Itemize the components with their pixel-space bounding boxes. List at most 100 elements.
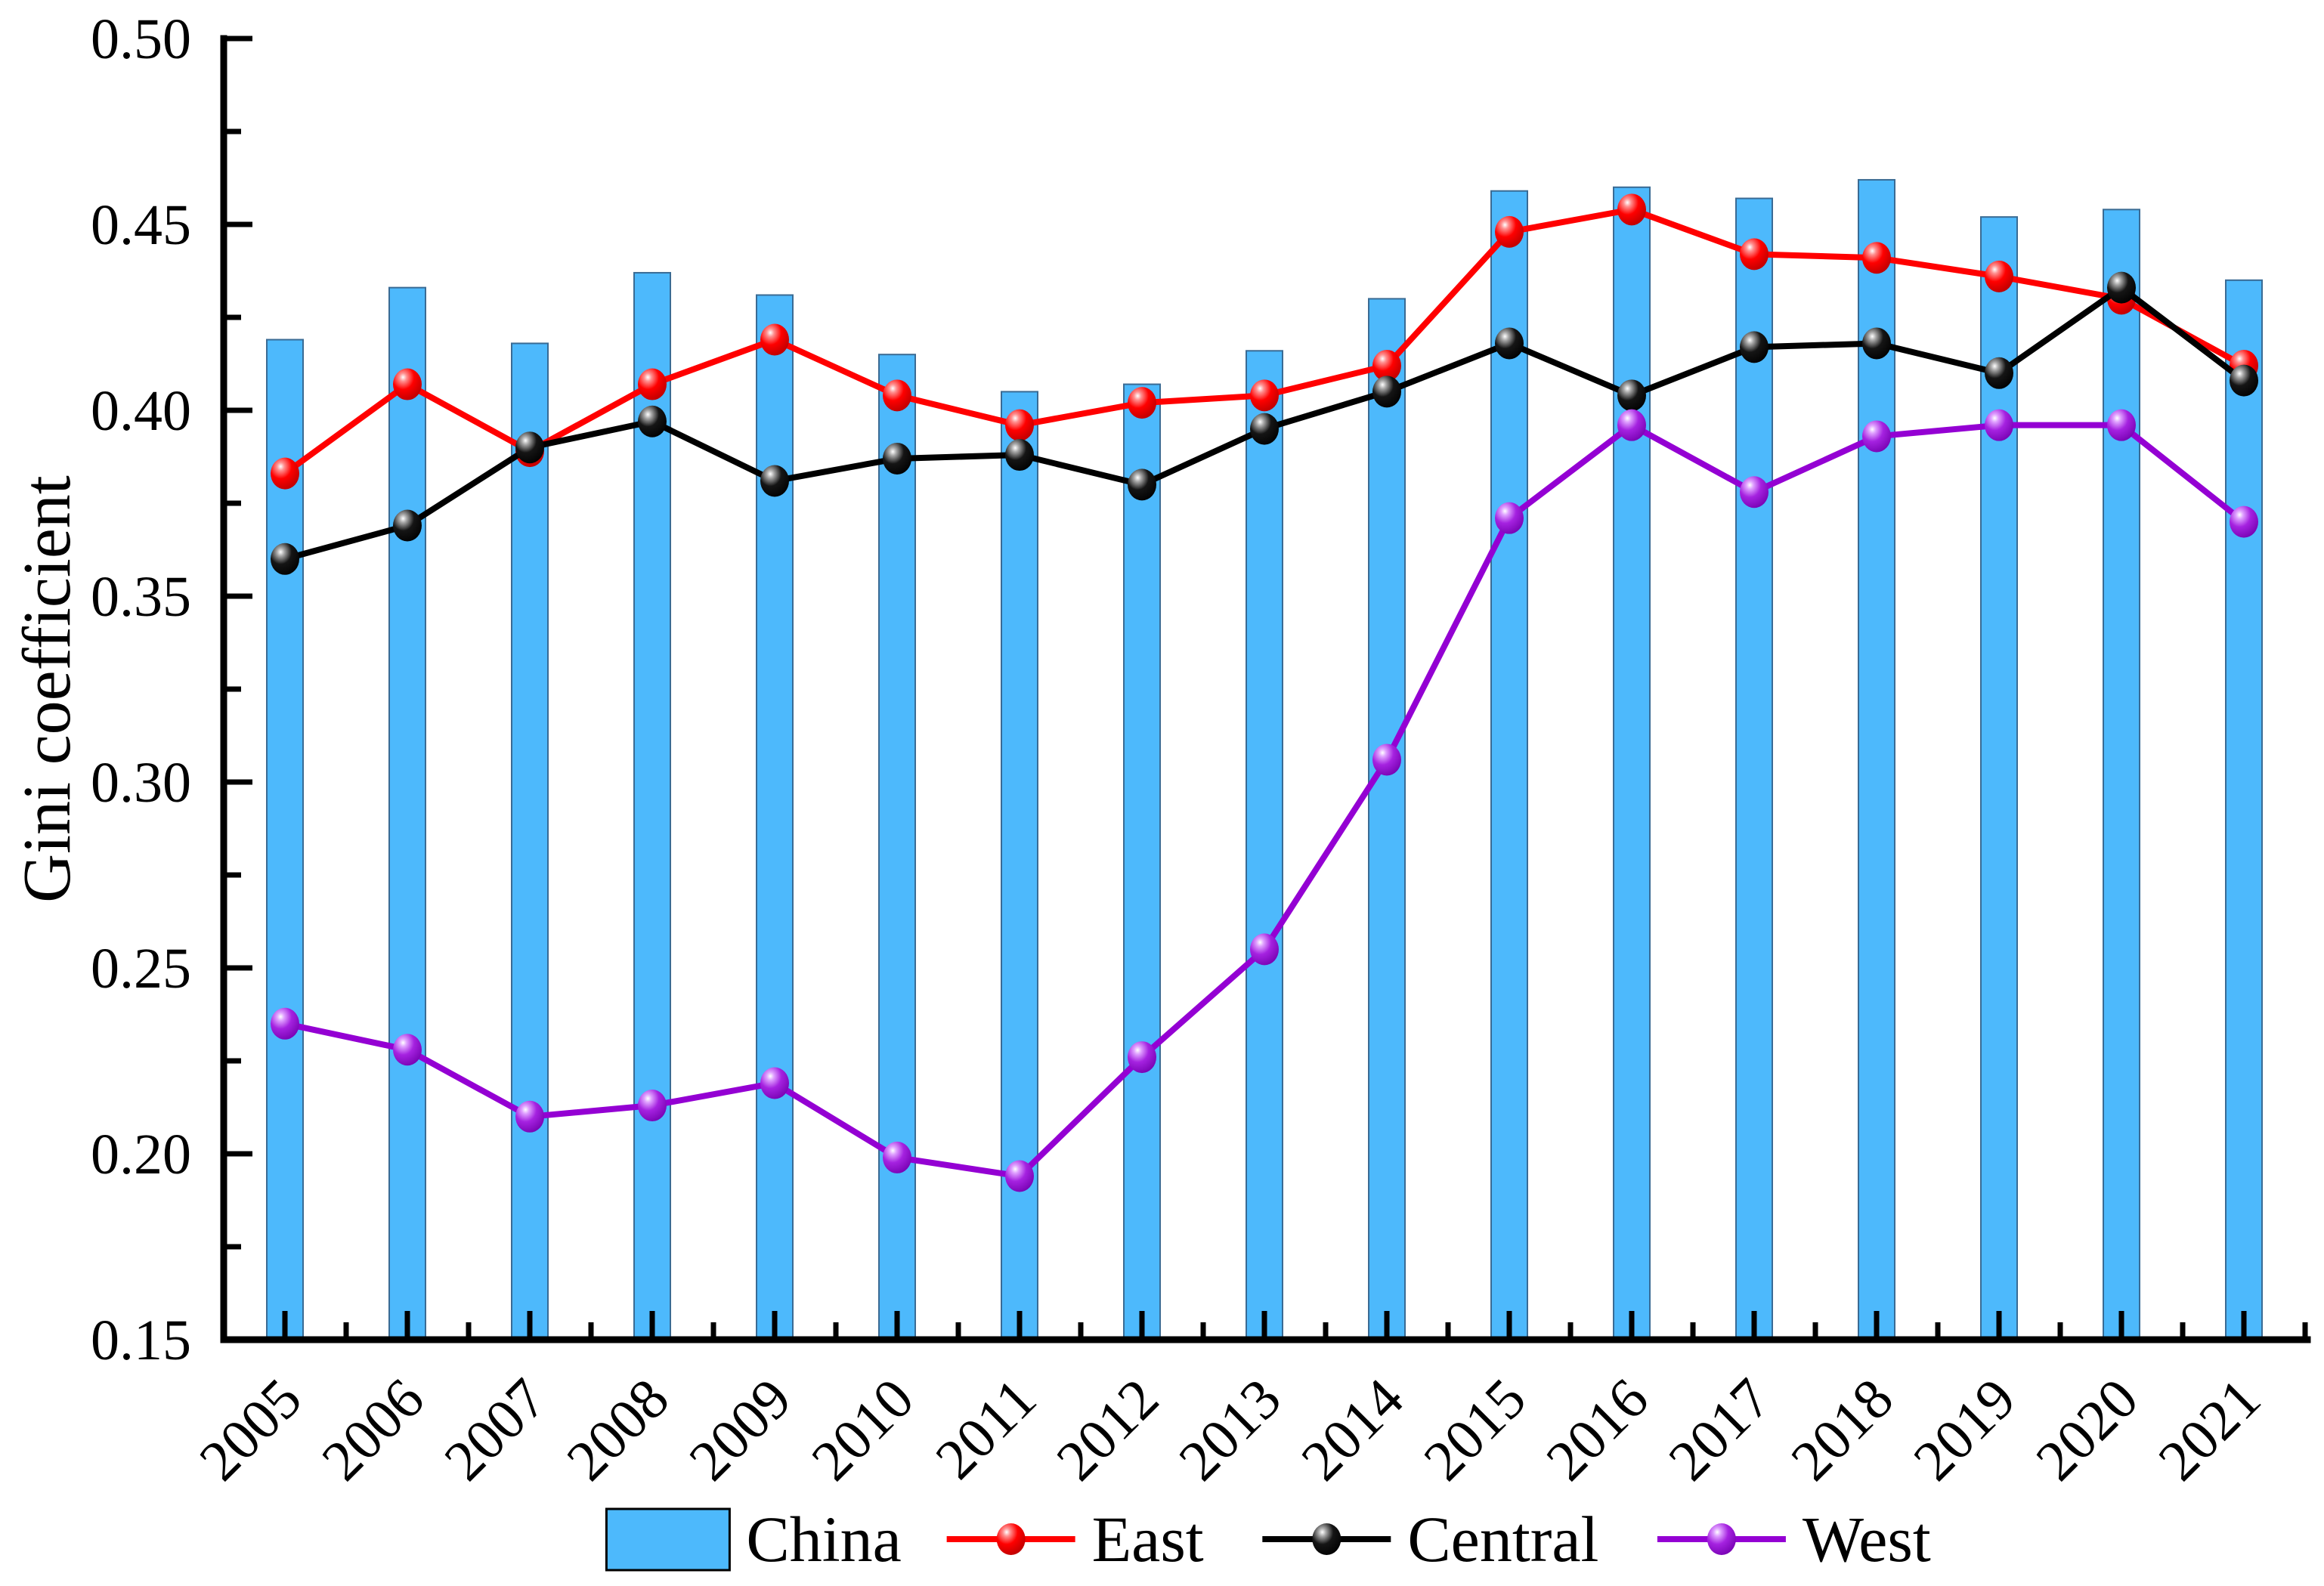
point-west-2012 [1128,1041,1156,1074]
y-tick-label-0.25: 0.25 [91,937,191,1000]
y-tick-label-0.35: 0.35 [91,565,191,629]
bar-china-2009 [756,294,794,1341]
point-central-2010 [883,442,911,475]
point-east-2005 [271,457,299,490]
point-central-2018 [1862,327,1891,360]
point-west-2020 [2107,409,2136,441]
legend-marker-east [996,1523,1026,1555]
y-tick-label-0.50: 0.50 [91,8,191,71]
point-west-2011 [1005,1160,1034,1192]
bar-china-2008 [633,271,671,1341]
bar-china-2007 [511,342,549,1341]
point-central-2008 [638,405,667,437]
bar-china-2021 [2225,279,2263,1340]
bar-china-2019 [1980,216,2018,1340]
x-tick-label-2012: 2012 [1044,1367,1171,1493]
point-east-2014 [1372,349,1401,382]
bar-china-2013 [1246,350,1283,1340]
bar-china-2017 [1735,197,1773,1340]
point-central-2016 [1617,379,1646,412]
legend-swatch-china [605,1507,731,1572]
point-west-2015 [1495,502,1524,534]
bar-china-2006 [388,286,426,1340]
point-central-2006 [393,509,422,542]
point-central-2014 [1372,376,1401,408]
bar-china-2015 [1490,190,1528,1341]
x-tick-label-2009: 2009 [677,1367,803,1493]
bars-group [266,178,2263,1341]
point-west-2018 [1862,420,1891,453]
point-east-2018 [1862,242,1891,274]
point-east-2017 [1740,238,1769,271]
legend-item-east: East [946,1503,1204,1575]
x-tick-label-2005: 2005 [187,1367,314,1493]
point-west-2006 [393,1034,422,1066]
legend-marker-central [1312,1523,1341,1555]
point-east-2011 [1005,409,1034,441]
point-central-2017 [1740,331,1769,363]
point-central-2020 [2107,271,2136,304]
x-tick-label-2021: 2021 [2146,1367,2273,1493]
legend-item-china: China [605,1503,902,1575]
point-west-2005 [271,1007,299,1040]
x-tick-label-2013: 2013 [1167,1367,1293,1493]
x-tick-label-2020: 2020 [2024,1367,2150,1493]
point-west-2009 [760,1067,789,1099]
y-tick-label-0.15: 0.15 [91,1309,191,1372]
point-east-2008 [638,368,667,400]
bar-china-2016 [1613,186,1651,1340]
bar-china-2011 [1001,391,1038,1340]
bar-china-2020 [2103,209,2140,1341]
point-central-2015 [1495,327,1524,360]
point-central-2011 [1005,439,1034,471]
point-east-2019 [1985,260,2013,292]
x-tick-label-2006: 2006 [310,1367,436,1493]
point-central-2013 [1250,413,1279,445]
point-west-2021 [2230,505,2258,538]
point-east-2009 [760,323,789,356]
bar-china-2010 [878,354,916,1341]
x-tick-label-2019: 2019 [1902,1367,2028,1493]
point-east-2010 [883,379,911,412]
point-west-2013 [1250,933,1279,966]
bar-china-2012 [1123,383,1161,1340]
bar-china-2005 [266,339,304,1340]
bar-china-2018 [1858,178,1895,1341]
legend-item-central: Central [1262,1503,1598,1575]
point-central-2007 [515,431,544,464]
point-west-2016 [1617,409,1646,441]
point-east-2016 [1617,193,1646,226]
x-tick-label-2017: 2017 [1657,1367,1783,1493]
point-central-2019 [1985,357,2013,389]
legend-label-china: China [746,1503,901,1575]
x-tick-label-2016: 2016 [1534,1367,1660,1493]
series-west [271,409,2258,1192]
point-west-2007 [515,1100,544,1133]
x-tick-label-2015: 2015 [1412,1367,1538,1493]
x-tick-label-2008: 2008 [555,1367,681,1493]
y-tick-label-0.40: 0.40 [91,379,191,443]
point-east-2012 [1128,387,1156,419]
point-west-2008 [638,1090,667,1122]
point-central-2005 [271,543,299,575]
legend-item-west: West [1657,1503,1931,1575]
point-central-2009 [760,465,789,497]
y-tick-label-0.45: 0.45 [91,193,191,257]
point-west-2017 [1740,476,1769,509]
legend: China East Central West [605,1503,1931,1575]
legend-label-central: Central [1407,1503,1598,1575]
point-central-2021 [2230,364,2258,397]
point-east-2006 [393,368,422,400]
point-east-2013 [1250,379,1279,412]
legend-label-east: East [1092,1503,1204,1575]
y-tick-label-0.30: 0.30 [91,751,191,815]
legend-label-west: West [1803,1503,1931,1575]
point-east-2015 [1495,215,1524,248]
point-west-2010 [883,1141,911,1173]
legend-marker-west [1707,1523,1736,1555]
bar-china-2014 [1368,298,1406,1340]
x-tick-label-2011: 2011 [924,1367,1048,1492]
x-tick-label-2010: 2010 [800,1367,926,1493]
